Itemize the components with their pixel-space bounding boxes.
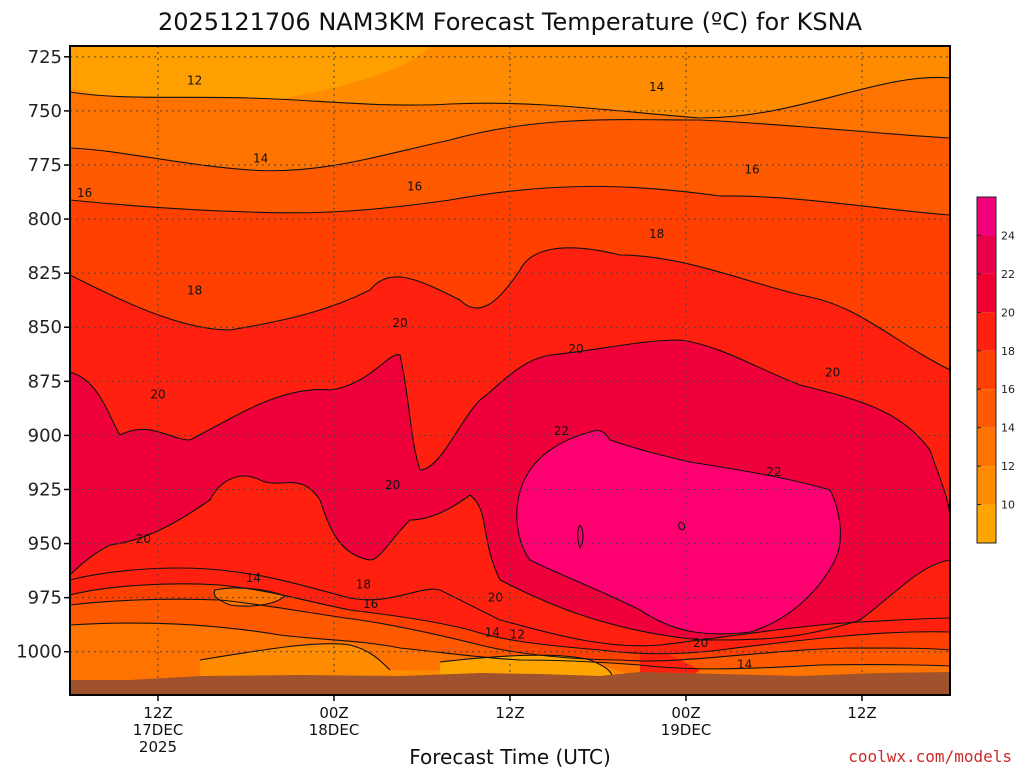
x-tick-label-12-2: 2025 — [139, 738, 177, 756]
y-tick-label-775: 775 — [28, 155, 62, 176]
grid — [70, 46, 950, 695]
contour-label-12: 22 — [554, 424, 569, 438]
x-tick-label-60-0: 12Z — [847, 704, 876, 722]
contour-lines — [70, 76, 950, 681]
chart-title: 2025121706 NAM3KM Forecast Temperature (… — [158, 8, 863, 36]
contour-label-4: 16 — [407, 180, 422, 194]
contour-label-20: 14 — [485, 625, 500, 639]
colorbar-segment-8 — [977, 504, 996, 543]
contour-14 — [70, 119, 950, 172]
contour-labels: 12 14 14 16 16 16 18 18 20 20 20 20 22 22 20 20 14 18 16 20… — [77, 74, 840, 672]
y-tick-label-925: 925 — [28, 479, 62, 500]
terrain-strip — [70, 672, 950, 695]
contour-label-17: 18 — [356, 578, 371, 592]
colorbar-label-20: 20 — [1001, 306, 1015, 319]
contour-label-23: 14 — [737, 658, 752, 672]
contour-label-3: 16 — [77, 186, 92, 200]
contour-label-18: 16 — [363, 597, 378, 611]
contour-12-near-surface — [199, 643, 391, 671]
x-tick-label-12-0: 12Z — [143, 704, 172, 722]
contour-label-19: 20 — [488, 591, 503, 605]
y-tick-label-875: 875 — [28, 371, 62, 392]
plot-area — [70, 46, 950, 695]
y-tick-label-950: 950 — [28, 534, 62, 555]
colorbar-label-22: 22 — [1001, 268, 1015, 281]
contour-18 — [70, 247, 950, 371]
band-17 — [70, 186, 950, 370]
x-tick-label-12-1: 17DEC — [133, 721, 184, 739]
contour-label-21: 12 — [510, 627, 525, 641]
contour-14-closed — [213, 587, 287, 607]
colorbar-segment-22 — [977, 235, 996, 274]
contour-small-1 — [577, 524, 584, 550]
colorbar-segment-20 — [977, 273, 996, 313]
contour-label-1: 14 — [253, 151, 268, 165]
contour-label-9: 20 — [150, 387, 165, 401]
contour-18-near-surface — [70, 583, 950, 655]
colorbar-label-18: 18 — [1001, 345, 1015, 358]
x-tick-label-24-1: 18DEC — [309, 721, 360, 739]
x-tick-label-36-0: 12Z — [495, 704, 524, 722]
contour-10-near-surface — [439, 654, 613, 681]
contour-12 — [70, 76, 950, 119]
colorbar: 10 12 14 16 18 20 22 24 — [976, 196, 1015, 544]
y-tick-label-900: 900 — [28, 425, 62, 446]
colorbar-frame — [976, 196, 997, 544]
x-axis-label: Forecast Time (UTC) — [409, 745, 611, 768]
contour-label-15: 20 — [136, 532, 151, 546]
contour-20-lower — [70, 475, 950, 641]
colorbar-segment-10 — [977, 466, 996, 505]
colorbar-label-24: 24 — [1001, 229, 1015, 242]
colorbar-segment-16 — [977, 350, 996, 390]
colorbar-segment-24 — [977, 197, 996, 236]
credit-text: coolwx.com/models — [848, 747, 1012, 766]
colorbar-label-14: 14 — [1001, 422, 1015, 435]
contour-14-near-surface — [70, 622, 950, 670]
contour-label-10: 20 — [568, 342, 583, 356]
colorbar-label-12: 12 — [1001, 460, 1015, 473]
y-tick-label-1000: 1000 — [16, 642, 62, 663]
contour-label-14: 20 — [385, 478, 400, 492]
contour-label-11: 20 — [825, 366, 840, 380]
y-tick-label-800: 800 — [28, 209, 62, 230]
y-tick-label-825: 825 — [28, 263, 62, 284]
contour-label-5: 16 — [744, 162, 759, 176]
contour-label-2: 14 — [649, 80, 664, 94]
contour-label-0: 12 — [187, 74, 202, 88]
contour-label-7: 18 — [649, 227, 664, 241]
y-tick-label-850: 850 — [28, 317, 62, 338]
y-tick-label-975: 975 — [28, 588, 62, 609]
x-tick-label-48-0: 00Z — [671, 704, 700, 722]
contour-20-near-surface — [70, 567, 950, 647]
colorbar-label-16: 16 — [1001, 383, 1015, 396]
contour-label-6: 18 — [187, 283, 202, 297]
contour-label-22: 20 — [693, 636, 708, 650]
colorbar-segment-14 — [977, 389, 996, 428]
y-axis: 725 750 775 800 825 850 875 900 925 950 975 1000 — [16, 47, 70, 663]
colorbar-label-10: 10 — [1001, 499, 1015, 512]
y-tick-label-725: 725 — [28, 47, 62, 68]
x-tick-label-48-1: 19DEC — [661, 721, 712, 739]
colorbar-segment-18 — [977, 312, 996, 351]
y-tick-label-750: 750 — [28, 101, 62, 122]
contour-label-13: 22 — [766, 465, 781, 479]
colorbar-segment-12 — [977, 427, 996, 467]
contour-label-8: 20 — [392, 316, 407, 330]
contour-22 — [516, 429, 841, 635]
x-tick-label-24-0: 00Z — [319, 704, 348, 722]
band-top-light — [70, 46, 430, 107]
contour-20-upper — [70, 339, 950, 521]
contour-label-16: 14 — [246, 571, 261, 585]
contour-small-2 — [678, 521, 686, 531]
contour-16 — [70, 185, 950, 216]
band-22 — [516, 430, 841, 634]
